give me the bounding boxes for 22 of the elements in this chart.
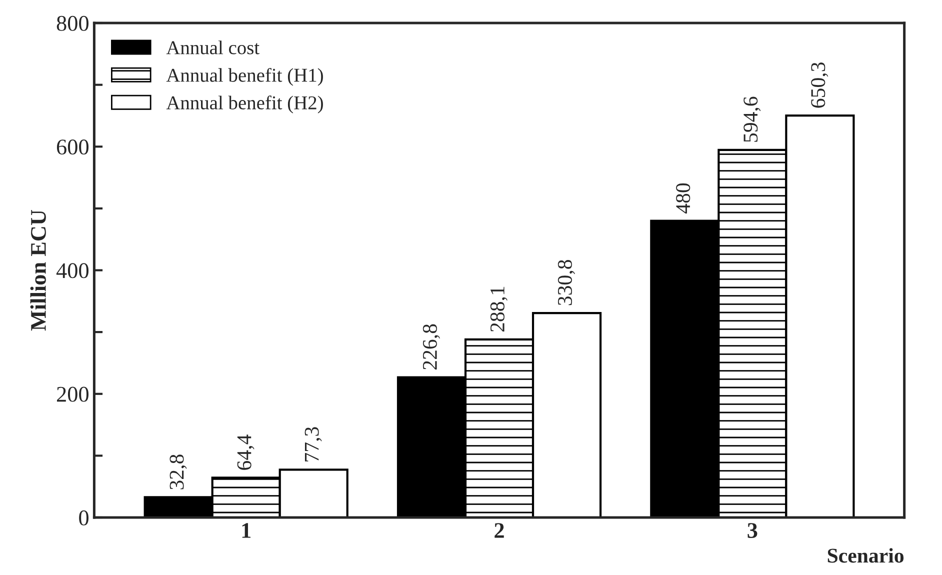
y-axis-title: Million ECU	[30, 210, 46, 331]
data-label: 650,3	[811, 62, 828, 108]
data-label: 480	[676, 183, 690, 214]
data-label: 32,8	[170, 454, 187, 490]
data-label: 226,8	[422, 324, 440, 370]
y-tick-label: 200	[56, 386, 88, 402]
y-tick-label: 0	[79, 510, 88, 526]
y-tick-label: 600	[56, 140, 88, 155]
legend-label: Annual benefit (H2)	[166, 96, 323, 114]
legend-label: Annual cost	[166, 40, 260, 54]
data-label: 64,4	[237, 434, 254, 470]
data-label: 594,6	[744, 96, 761, 142]
data-label: 288,1	[490, 286, 508, 332]
x-tick-label: 2	[494, 523, 504, 538]
x-axis-title: Scenario	[828, 548, 904, 563]
legend-label: Annual benefit (H1)	[166, 68, 323, 86]
data-label: 77,3	[304, 427, 322, 462]
x-tick-label: 3	[748, 523, 758, 538]
y-tick-label: 400	[56, 263, 88, 278]
x-tick-label: 1	[242, 523, 251, 538]
data-label: 330,8	[558, 260, 575, 306]
y-tick-label: 800	[56, 16, 88, 31]
